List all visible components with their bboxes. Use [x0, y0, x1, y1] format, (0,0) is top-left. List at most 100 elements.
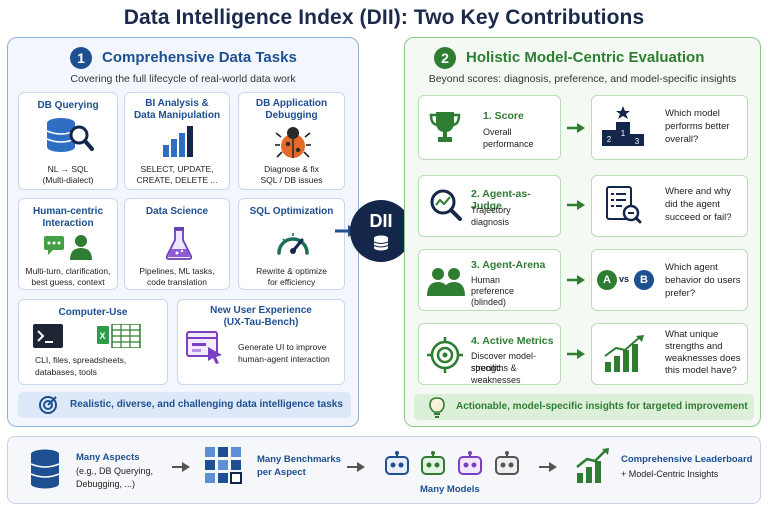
page-title: Data Intelligence Index (DII): Two Key C…	[123, 6, 645, 29]
question-line3: prefer?	[665, 288, 696, 299]
contribution-number-1: 1	[70, 47, 92, 69]
aspects-desc-line2: Debugging, ...)	[76, 479, 136, 489]
spreadsheet-icon: X	[97, 324, 141, 348]
question-line3: weaknesses does	[665, 353, 741, 364]
card-title: DB Querying	[37, 100, 99, 111]
eval-desc-line2: strengths & weaknesses	[471, 363, 521, 385]
left-panel-subtitle: Covering the full lifecycle of real-worl…	[70, 73, 296, 85]
right-panel-title: Holistic Model-Centric Evaluation	[466, 49, 705, 66]
trophy-icon	[429, 112, 461, 142]
question-line3: overall?	[665, 134, 699, 145]
lightbulb-icon	[429, 397, 445, 418]
right-footer-text: Actionable, model-specific insights for …	[456, 401, 748, 412]
podium-icon: 1 2 3	[602, 106, 644, 146]
question-line1: Where and why	[665, 186, 732, 197]
eval-desc-line1: Discover model-specific	[471, 351, 537, 373]
terminal-icon	[33, 324, 63, 348]
versus-label: vs	[619, 274, 630, 284]
left-panel-footer: Realistic, diverse, and challenging data…	[18, 392, 351, 418]
database-search-icon	[46, 118, 94, 152]
checklist-search-icon	[606, 186, 642, 224]
eval-card-score[interactable]: 1. Score Overall performance	[418, 95, 561, 160]
pipeline-strip: Many Aspects (e.g., DB Querying, Debuggi…	[7, 436, 761, 504]
podium-first: 1	[621, 129, 626, 138]
question-line2: did the agent	[665, 199, 720, 210]
question-line1: Which agent	[665, 262, 718, 273]
aspects-desc-line1: (e.g., DB Querying,	[76, 466, 154, 476]
question-card-agent-as-judge: Where and why did the agent succeed or f…	[591, 175, 748, 237]
task-card-db-querying[interactable]: DB Querying NL → SQL (Multi-dialect)	[18, 92, 118, 190]
eval-card-active-metrics[interactable]: 4. Active Metrics Discover model-specifi…	[418, 323, 561, 385]
eval-desc-line1: Overall	[483, 127, 512, 137]
arrow-right-icon	[172, 462, 190, 472]
growth-chart-icon	[604, 335, 644, 372]
robot-icon	[421, 451, 445, 475]
agent-b-badge: B	[634, 270, 654, 290]
card-desc-line2: for efficiency	[267, 277, 316, 287]
crosshair-target-icon	[427, 337, 463, 373]
contribution-number-2: 2	[434, 47, 456, 69]
leaderboard-line2: + Model-Centric Insights	[621, 469, 719, 479]
eval-card-agent-arena[interactable]: 3. Agent-Arena Human preference (blinded…	[418, 249, 561, 311]
users-icon	[427, 268, 465, 296]
card-desc-line1: Multi-turn, clarification,	[25, 266, 111, 276]
dii-hub: DII	[350, 200, 412, 262]
task-card-sql-optimization[interactable]: SQL Optimization Rewrite & optimize for …	[238, 198, 345, 290]
question-line2: behavior do users	[665, 275, 741, 286]
eval-card-agent-as-judge[interactable]: 2. Agent-as-Judge Trajectory diagnosis	[418, 175, 561, 237]
right-panel-subtitle: Beyond scores: diagnosis, preference, an…	[428, 73, 737, 85]
benchmarks-line1: Many Benchmarks	[257, 454, 341, 465]
aspects-title: Many Aspects	[76, 452, 140, 463]
leaderboard-line1: Comprehensive Leaderboard	[621, 454, 753, 465]
chat-user-icon	[44, 235, 92, 260]
card-desc-line1: CLI, files, spreadsheets,	[35, 355, 127, 365]
card-desc-line1: Generate UI to improve	[238, 342, 327, 352]
task-card-bi-analysis[interactable]: BI Analysis & Data Manipulation SELECT, …	[124, 92, 230, 190]
card-desc-line1: Pipelines, ML tasks,	[139, 266, 215, 276]
task-card-computer-use[interactable]: Computer-Use X CLI, files, spreadsheets,…	[18, 299, 168, 385]
arrow-right-icon	[347, 462, 365, 472]
database-icon	[373, 235, 389, 251]
card-desc-line2: best guess, context	[31, 277, 105, 287]
card-desc-line1: Rewrite & optimize	[256, 266, 327, 276]
target-icon	[39, 396, 57, 414]
right-panel-footer: Actionable, model-specific insights for …	[414, 394, 754, 420]
benchmark-grid-icon	[205, 447, 242, 484]
gauge-icon	[277, 233, 309, 255]
eval-title: 1. Score	[483, 110, 524, 122]
bug-icon	[275, 127, 311, 158]
robot-icon	[495, 451, 519, 475]
left-footer-text: Realistic, diverse, and challenging data…	[70, 399, 343, 410]
ui-window-icon	[186, 331, 222, 364]
models-label: Many Models	[420, 484, 480, 495]
card-title-line1: BI Analysis &	[145, 98, 209, 109]
dii-label: DII	[369, 211, 393, 231]
eval-desc-line3: (blinded)	[471, 297, 507, 307]
card-desc-line2: code translation	[146, 277, 207, 287]
card-desc-line1: SELECT, UPDATE,	[140, 164, 214, 174]
question-line4: this model have?	[665, 365, 737, 376]
benchmarks-line2: per Aspect	[257, 467, 306, 478]
eval-title: 4. Active Metrics	[471, 335, 554, 347]
card-title: Data Science	[145, 206, 209, 217]
task-card-db-debugging[interactable]: DB Application Debugging Diagnose & fix …	[238, 92, 345, 190]
eval-desc-line1: Human	[471, 275, 501, 285]
eval-desc-line2: diagnosis	[471, 217, 510, 227]
task-card-data-science[interactable]: Data Science Pipelines, ML tasks, code t…	[124, 198, 230, 290]
robot-icon	[385, 451, 409, 475]
leaderboard-chart-icon	[576, 448, 609, 483]
eval-desc-line2: preference	[471, 286, 515, 296]
question-line1: What unique	[665, 329, 719, 340]
eval-desc-line2: performance	[483, 139, 534, 149]
eval-desc-line1: Trajectory	[471, 205, 511, 215]
eval-title: 3. Agent-Arena	[471, 259, 546, 271]
card-desc-line2: human-agent interaction	[238, 354, 330, 364]
card-title-line2: (UX-Tau-Bench)	[223, 317, 299, 328]
task-card-human-centric[interactable]: Human-centric Interaction Multi-turn, cl…	[18, 198, 118, 290]
card-desc-line2: databases, tools	[35, 367, 97, 377]
question-card-agent-arena: A vs B Which agent behavior do users pre…	[591, 249, 748, 311]
question-line1: Which model	[665, 108, 720, 119]
arrow-right-icon	[567, 349, 585, 359]
task-card-ux-tau-bench[interactable]: New User Experience (UX-Tau-Bench) Gener…	[177, 299, 345, 385]
question-line2: performs better	[665, 121, 730, 132]
